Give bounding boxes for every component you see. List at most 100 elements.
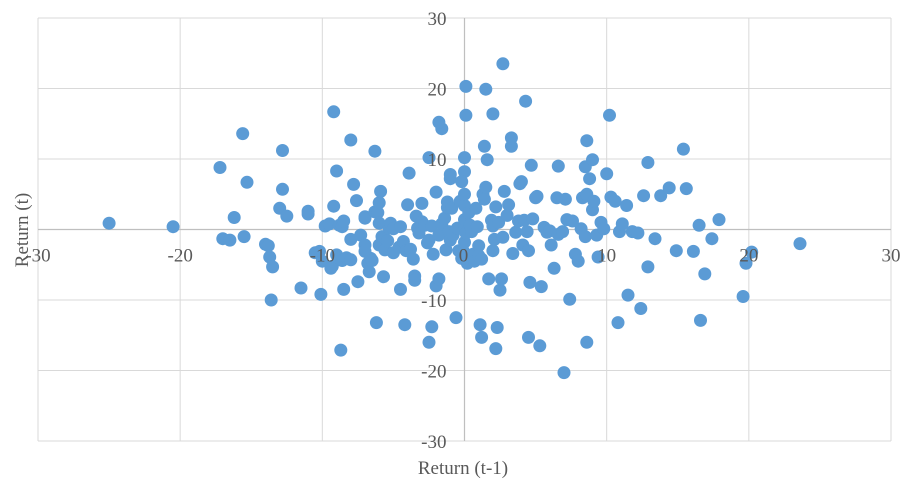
data-point — [354, 228, 368, 242]
data-point — [493, 283, 507, 297]
data-point — [240, 175, 254, 189]
data-point — [557, 366, 571, 380]
data-point — [514, 175, 528, 189]
data-point — [398, 318, 412, 332]
data-point — [578, 230, 592, 244]
x-tick-label: -20 — [168, 246, 193, 267]
x-axis-title: Return (t-1) — [418, 458, 508, 479]
data-point — [459, 108, 473, 122]
data-point — [350, 194, 363, 208]
data-point — [394, 220, 407, 234]
data-point — [458, 187, 471, 201]
data-point — [519, 94, 533, 108]
data-point — [432, 115, 446, 129]
data-point — [422, 151, 436, 165]
data-point — [227, 211, 241, 224]
data-point — [425, 320, 439, 334]
data-point — [469, 201, 483, 215]
data-point — [620, 199, 634, 212]
data-point — [686, 244, 700, 258]
data-point — [470, 220, 484, 234]
data-point — [432, 228, 446, 242]
data-point — [322, 217, 336, 231]
data-point — [571, 254, 585, 268]
data-point — [504, 131, 518, 145]
data-point — [520, 225, 534, 239]
data-point — [344, 133, 358, 147]
data-point — [506, 247, 520, 260]
data-point — [372, 216, 386, 230]
data-point — [556, 225, 570, 239]
data-point — [496, 230, 510, 244]
data-point — [458, 151, 471, 165]
data-point — [597, 222, 611, 236]
data-point — [712, 213, 726, 227]
data-point — [496, 57, 510, 71]
data-point — [669, 244, 683, 258]
data-point — [480, 153, 494, 167]
data-point — [377, 270, 390, 284]
data-point — [705, 232, 719, 246]
data-point — [443, 168, 457, 181]
data-point — [330, 164, 344, 178]
data-point — [344, 232, 358, 246]
x-tick-label: -10 — [310, 246, 335, 267]
data-point — [692, 218, 706, 232]
data-point — [634, 302, 648, 315]
data-point — [489, 342, 503, 356]
data-point — [495, 272, 508, 286]
data-point — [637, 189, 651, 203]
data-point — [473, 318, 487, 332]
y-tick-label: 30 — [428, 9, 447, 30]
data-point — [406, 252, 420, 266]
data-point — [486, 107, 500, 121]
data-point — [662, 181, 676, 195]
data-point — [438, 211, 452, 225]
data-point — [337, 214, 351, 228]
data-point — [676, 142, 690, 156]
data-point — [530, 189, 544, 203]
data-point — [301, 204, 315, 218]
data-point — [490, 321, 504, 334]
data-point — [276, 144, 289, 157]
data-point — [654, 189, 668, 203]
data-point — [276, 182, 289, 196]
data-point — [583, 172, 597, 186]
data-point — [736, 290, 750, 303]
data-point — [337, 282, 351, 296]
data-point — [587, 194, 601, 208]
data-point — [479, 180, 493, 194]
data-point — [368, 144, 382, 158]
data-point — [358, 210, 372, 224]
data-point — [402, 166, 416, 180]
data-point — [477, 192, 491, 206]
data-point — [422, 335, 436, 349]
data-point — [591, 250, 605, 264]
data-point — [580, 335, 594, 349]
data-point — [415, 196, 429, 210]
data-point — [558, 192, 572, 206]
data-point — [563, 292, 577, 306]
data-point — [315, 254, 329, 268]
data-point — [455, 175, 469, 189]
data-point — [544, 238, 558, 252]
data-point — [372, 196, 386, 210]
data-point — [429, 185, 443, 199]
data-point — [344, 253, 358, 267]
data-point — [327, 105, 341, 119]
data-point — [365, 254, 379, 267]
data-point — [621, 288, 635, 302]
data-point — [611, 316, 625, 330]
data-point — [213, 161, 227, 174]
data-point — [426, 247, 440, 261]
data-point — [264, 293, 278, 307]
y-tick-label: -20 — [421, 362, 446, 383]
data-point — [745, 245, 759, 259]
data-point — [793, 237, 807, 251]
data-point — [381, 234, 395, 248]
data-point — [477, 139, 491, 153]
data-point — [698, 267, 712, 281]
data-point — [459, 79, 473, 93]
